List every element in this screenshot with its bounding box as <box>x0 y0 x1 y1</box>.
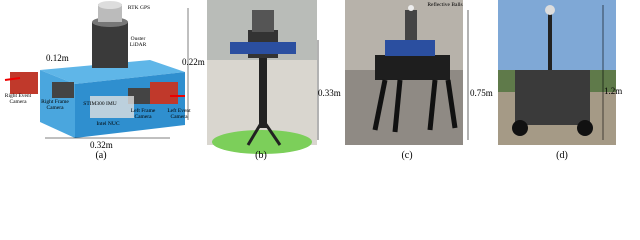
component-label: Reflective Balls <box>427 2 463 8</box>
component-label: Ouster LiDAR <box>129 36 147 48</box>
panel-label: (c) <box>401 150 413 161</box>
figure-drawing <box>4 0 616 154</box>
component-label: RTK GPS <box>127 5 151 11</box>
component-label: Intel NUC <box>96 121 120 127</box>
dimension-label: 0.32m <box>90 140 113 150</box>
dimension-label: 1.2m <box>604 86 623 96</box>
dimension-label: 0.12m <box>46 53 69 63</box>
dimension-label: 0.75m <box>470 88 493 98</box>
photo-d <box>498 0 616 145</box>
dimension-label: 0.33m <box>318 88 341 98</box>
dimension-label: 0.22m <box>182 57 205 67</box>
panel-label: (a) <box>95 150 107 161</box>
component-label: Right Event Camera <box>4 93 32 105</box>
component-label: Left Event Camera <box>167 108 191 120</box>
panel-label: (b) <box>255 150 267 161</box>
component-label: STIM300 IMU <box>83 101 117 107</box>
panel-label: (d) <box>556 150 568 161</box>
figure: (() => { const data = JSON.parse(documen… <box>4 0 623 161</box>
cad-model <box>4 1 189 139</box>
component-label: Left Frame Camera <box>130 108 156 120</box>
component-label: Right Frame Camera <box>41 99 69 111</box>
photo-c <box>345 0 469 145</box>
photo-b <box>207 0 319 154</box>
